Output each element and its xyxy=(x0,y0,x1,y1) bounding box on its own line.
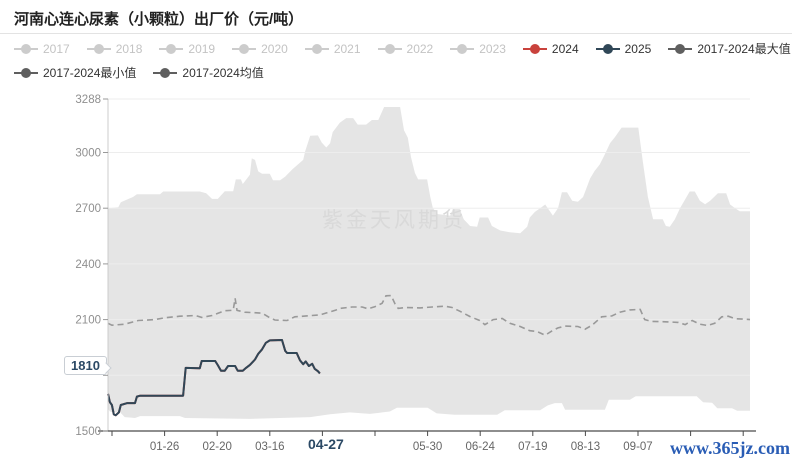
legend-item-2020[interactable]: 2020 xyxy=(232,42,288,56)
legend-marker-icon xyxy=(14,43,38,54)
x-axis-label-01-26: 01-26 xyxy=(150,441,179,453)
legend-label: 2020 xyxy=(261,41,288,56)
legend-label: 2023 xyxy=(479,41,506,56)
legend-marker-icon xyxy=(153,67,178,78)
x-axis-label-03-16: 03-16 xyxy=(255,441,284,453)
x-axis-label-06-24: 06-24 xyxy=(465,441,495,453)
legend-marker-icon xyxy=(232,43,257,54)
site-link[interactable]: www.365jz.com xyxy=(666,438,790,459)
y-axis-label-2100: 2100 xyxy=(75,315,101,327)
legend-label: 2025 xyxy=(624,41,652,56)
minmax-band xyxy=(108,107,750,419)
y-axis-label-3288: 3288 xyxy=(75,94,101,106)
legend-label: 2024 xyxy=(551,41,579,56)
legend-row-1: 2017 2018 2019 2020 2021 2022 2023 2024 2025 2017… xyxy=(14,40,791,57)
legend-item-2024[interactable]: 2024 xyxy=(522,41,579,56)
series-2025-line xyxy=(107,339,321,417)
legend-label: 2017-2024最大值 xyxy=(697,42,791,56)
legend-marker-icon xyxy=(522,43,547,54)
legend-item-2017-2024最小值[interactable]: 2017-2024最小值 xyxy=(14,64,136,81)
legend-label: 2017 xyxy=(43,41,70,56)
legend-label: 2019 xyxy=(188,41,216,56)
legend-marker-icon xyxy=(86,43,111,54)
title-divider xyxy=(0,33,792,34)
x-axis-label-08-13: 08-13 xyxy=(571,441,600,453)
legend-marker-icon xyxy=(377,43,402,54)
legend-item-2017[interactable]: 2017 xyxy=(14,42,70,56)
mean-line xyxy=(107,294,751,337)
legend-item-2019[interactable]: 2019 xyxy=(159,42,215,56)
legend-marker-icon xyxy=(450,43,475,54)
legend-label: 2017-2024最小值 xyxy=(43,66,137,80)
legend-item-2017-2024均值[interactable]: 2017-2024均值 xyxy=(153,64,264,81)
legend-label: 2022 xyxy=(406,41,434,56)
y-axis-label-2700: 2700 xyxy=(75,203,101,215)
y-axis-label-2400: 2400 xyxy=(75,259,101,271)
current-date-badge: 04-27 xyxy=(303,436,349,452)
legend-marker-icon xyxy=(595,43,620,54)
legend-marker-icon xyxy=(304,43,329,54)
legend-item-2018[interactable]: 2018 xyxy=(86,41,143,56)
legend-marker-icon xyxy=(159,43,184,54)
legend-item-2021[interactable]: 2021 xyxy=(304,41,361,56)
legend-marker-icon xyxy=(668,43,693,54)
chart-title: 河南心连心尿素（小颗粒）出厂价（元/吨） xyxy=(14,11,304,28)
legend-row-2: 2017-2024最小值 2017-2024均值 xyxy=(14,64,264,81)
x-axis-label-09-07: 09-07 xyxy=(623,441,652,453)
legend-marker-icon xyxy=(14,67,38,78)
legend-item-2023[interactable]: 2023 xyxy=(450,42,506,56)
legend-item-2025[interactable]: 2025 xyxy=(595,41,652,56)
x-axis-label-07-19: 07-19 xyxy=(518,441,547,453)
current-price-badge: 1810 xyxy=(64,356,107,375)
y-axis-label-3000: 3000 xyxy=(75,148,101,160)
legend-item-2022[interactable]: 2022 xyxy=(377,41,434,56)
legend-label: 2017-2024均值 xyxy=(182,66,264,80)
y-axis-label-1500: 1500 xyxy=(75,426,101,438)
x-axis-label-02-20: 02-20 xyxy=(202,441,231,453)
x-axis-label-05-30: 05-30 xyxy=(413,441,442,453)
legend-item-2017-2024最大值[interactable]: 2017-2024最大值 xyxy=(668,40,791,57)
legend-label: 2018 xyxy=(115,41,143,56)
legend-label: 2021 xyxy=(333,41,361,56)
